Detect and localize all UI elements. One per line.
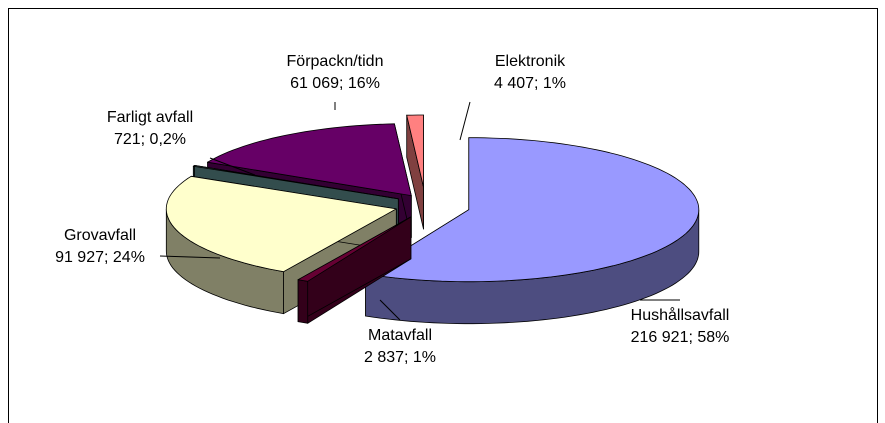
leader-line <box>159 255 221 259</box>
value-label: 721; 0,2% <box>114 131 186 148</box>
slice-top <box>365 137 700 283</box>
slice-top <box>297 216 412 282</box>
slice-top <box>165 175 397 273</box>
value-label: 91 927; 24% <box>55 249 145 266</box>
category-label: Matavfall <box>368 327 432 344</box>
category-label: Grovavfall <box>64 227 136 244</box>
value-label: 4 407; 1% <box>494 75 566 92</box>
slice-side <box>297 279 309 324</box>
leader-line <box>379 299 401 321</box>
value-label: 216 921; 58% <box>631 329 730 346</box>
value-label: 2 837; 1% <box>364 349 436 366</box>
leader-line <box>459 101 471 141</box>
chart-border <box>8 8 878 423</box>
slice-top <box>192 165 399 200</box>
category-label: Elektronik <box>495 53 566 70</box>
category-label: Farligt avfall <box>107 109 193 126</box>
slice <box>297 216 412 324</box>
slice <box>365 137 700 325</box>
slice <box>406 114 424 230</box>
slice-top <box>406 114 424 188</box>
value-label: 61 069; 16% <box>290 75 380 92</box>
slice-top <box>207 123 412 196</box>
leader-line <box>209 157 256 176</box>
category-label: Hushållsavfall <box>631 306 730 324</box>
category-label: Förpackn/tidn <box>287 53 384 70</box>
